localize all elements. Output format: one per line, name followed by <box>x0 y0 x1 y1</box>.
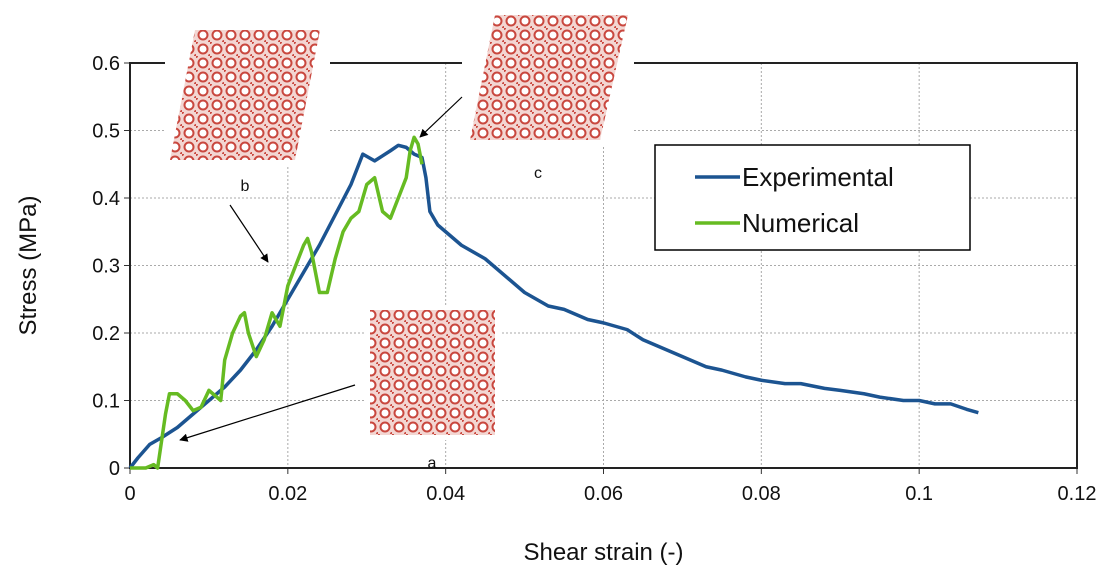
y-tick-label: 0.3 <box>92 256 120 278</box>
x-tick-label: 0 <box>124 483 135 505</box>
arrow <box>179 384 356 442</box>
legend-label: Numerical <box>742 208 859 238</box>
arrow <box>229 204 269 263</box>
y-tick-label: 0.4 <box>92 188 120 210</box>
y-tick-label: 0.1 <box>92 391 120 413</box>
x-tick-label: 0.02 <box>268 483 307 505</box>
y-tick-label: 0.6 <box>92 53 120 75</box>
lattice-c <box>470 15 628 140</box>
x-tick-label: 0.12 <box>1058 483 1097 505</box>
arrow <box>419 96 463 138</box>
x-tick-label: 0.1 <box>905 483 933 505</box>
series-line <box>128 143 979 470</box>
legend-label: Experimental <box>742 162 894 192</box>
y-tick-label: 0.5 <box>92 121 120 143</box>
lattice-b <box>170 30 320 160</box>
x-tick-label: 0.08 <box>742 483 781 505</box>
y-axis-title: Stress (MPa) <box>15 195 42 335</box>
annotation: c <box>534 165 542 182</box>
lattice-a <box>370 310 495 435</box>
series-line <box>130 135 424 470</box>
legend-box <box>654 144 971 251</box>
y-tick-label: 0.2 <box>92 323 120 345</box>
annotation: a <box>428 455 437 472</box>
y-tick-label: 0 <box>109 458 120 480</box>
insets: a b c <box>165 10 634 472</box>
x-tick-label: 0.04 <box>426 483 465 505</box>
x-axis-title: Shear strain (-) <box>523 539 683 566</box>
annotation: b <box>241 178 250 195</box>
x-tick-label: 0.06 <box>584 483 623 505</box>
